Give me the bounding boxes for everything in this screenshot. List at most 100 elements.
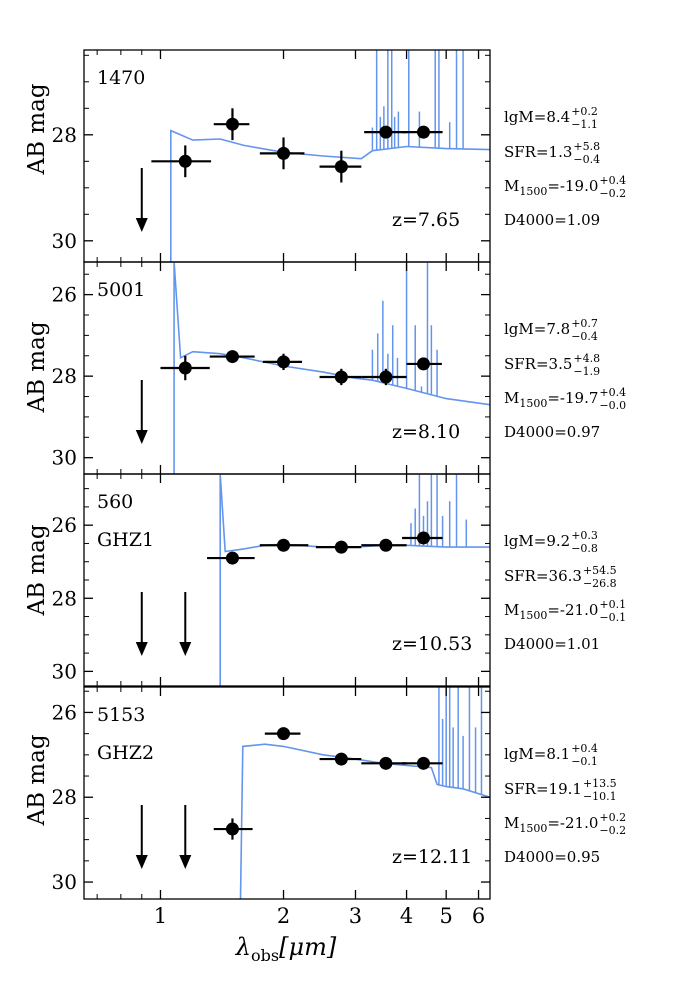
y-axis-label: AB mag	[24, 321, 50, 413]
property-upper-error: +5.8	[573, 140, 600, 153]
property-value: =0.97	[554, 423, 600, 441]
panel-1470: 28 30 1470 z=7.65 lgM=8.4 +0.2−1.1 SFR=1.3 +5.8…	[52, 49, 626, 263]
property-label: SFR=19.1	[504, 780, 582, 798]
property-upper-error: +0.7	[571, 317, 598, 330]
property-label: D4000=0.97	[504, 423, 600, 441]
property-upper-error: +0.3	[571, 529, 598, 542]
y-tick-label: 30	[52, 446, 77, 470]
property-lower-error: −0.4	[573, 153, 600, 166]
property-value: =8.4	[534, 108, 570, 126]
property-upper-error: +0.2	[571, 105, 598, 118]
upper-limit-arrowhead	[135, 430, 148, 444]
object-id: 5153	[97, 704, 145, 726]
property-lower-error: −26.8	[583, 577, 617, 590]
model-continuum	[239, 743, 490, 899]
upper-limit-arrowhead	[135, 642, 148, 656]
property-name: SFR	[504, 567, 537, 585]
property-value: =-21.0	[547, 601, 598, 619]
property-label: M1500=-19.0	[504, 177, 598, 198]
property-name: lgM	[504, 745, 534, 763]
property-name: D4000	[504, 423, 554, 441]
x-tick-label: 3	[349, 904, 362, 928]
model-continuum	[170, 129, 490, 262]
property-upper-error: +0.4	[599, 174, 626, 187]
property-label: M1500=-19.7	[504, 389, 598, 410]
data-point	[416, 756, 430, 770]
property-upper-error: +4.8	[573, 352, 600, 365]
upper-limit-arrowhead	[135, 855, 148, 869]
property-name: M	[504, 814, 519, 832]
data-point	[379, 538, 393, 552]
y-tick-label: 28	[52, 123, 77, 147]
property-name: SFR	[504, 780, 537, 798]
property-label: lgM=8.4	[504, 108, 570, 126]
property-value: =8.1	[534, 745, 570, 763]
data-point	[277, 538, 291, 552]
y-tick-label: 26	[52, 283, 77, 307]
property-name: D4000	[504, 211, 554, 229]
property-upper-error: +0.1	[599, 598, 626, 611]
data-point	[416, 531, 430, 545]
property-label: D4000=0.95	[504, 848, 600, 866]
model-spectrum	[173, 262, 490, 474]
property-label: SFR=3.5	[504, 355, 572, 373]
x-axis-label-unit: [μm]	[279, 933, 337, 961]
panel-frame	[83, 686, 491, 900]
property-label: lgM=9.2	[504, 532, 570, 550]
property-name-subscript: 1500	[519, 609, 547, 622]
property-lower-error: −1.1	[571, 118, 598, 131]
property-name: SFR	[504, 143, 537, 161]
property-upper-error: +13.5	[583, 777, 617, 790]
property-name: M	[504, 601, 519, 619]
property-label: lgM=8.1	[504, 745, 570, 763]
x-tick-label: 6	[472, 904, 485, 928]
redshift-label: z=10.53	[392, 633, 472, 655]
data-point	[416, 125, 430, 139]
property-lower-error: −0.1	[599, 611, 626, 624]
property-name-subscript: 1500	[519, 185, 547, 198]
data-point	[334, 752, 348, 766]
property-name: lgM	[504, 320, 534, 338]
y-tick-label: 30	[52, 659, 77, 683]
property-label: SFR=36.3	[504, 567, 582, 585]
property-name: D4000	[504, 635, 554, 653]
property-value: =1.09	[554, 211, 600, 229]
data-point	[225, 117, 239, 131]
y-axis-label: AB mag	[24, 83, 50, 175]
data-point	[379, 756, 393, 770]
data-point	[225, 350, 239, 364]
data-point	[225, 822, 239, 836]
property-value: =0.95	[554, 848, 600, 866]
data-point	[277, 727, 291, 741]
property-label: lgM=7.8	[504, 320, 570, 338]
y-tick-label: 28	[52, 364, 77, 388]
property-name: SFR	[504, 355, 537, 373]
model-continuum	[173, 262, 490, 474]
panel-560: 26 28 30 560 GHZ1 z=10.53 lgM=9.2 +0.3−0.8 SFR=3…	[52, 473, 626, 687]
data-point	[334, 540, 348, 554]
property-value: =-21.0	[547, 814, 598, 832]
y-axis-label: AB mag	[24, 734, 50, 826]
property-label: SFR=1.3	[504, 143, 572, 161]
upper-limit-arrowhead	[179, 642, 192, 656]
property-lower-error: −0.0	[599, 399, 626, 412]
property-lower-error: −0.2	[599, 187, 626, 200]
x-axis-label-symbol: λ	[235, 933, 251, 961]
y-tick-label: 30	[52, 870, 77, 894]
y-axis-label: AB mag	[24, 524, 50, 616]
property-lower-error: −1.9	[573, 365, 600, 378]
property-label: M1500=-21.0	[504, 601, 598, 622]
panel-5001: 26 28 30 5001 z=8.10 lgM=7.8 +0.7−0.4 SFR=3.5 +4…	[52, 261, 626, 475]
y-tick-label: 26	[52, 513, 77, 537]
property-lower-error: −0.8	[571, 542, 598, 555]
x-tick-label: 1	[154, 904, 167, 928]
property-name: M	[504, 177, 519, 195]
y-tick-label: 30	[52, 229, 77, 253]
property-upper-error: +54.5	[583, 564, 617, 577]
property-lower-error: −0.2	[599, 824, 626, 837]
property-value: =-19.0	[547, 177, 598, 195]
object-id: 5001	[97, 279, 145, 301]
